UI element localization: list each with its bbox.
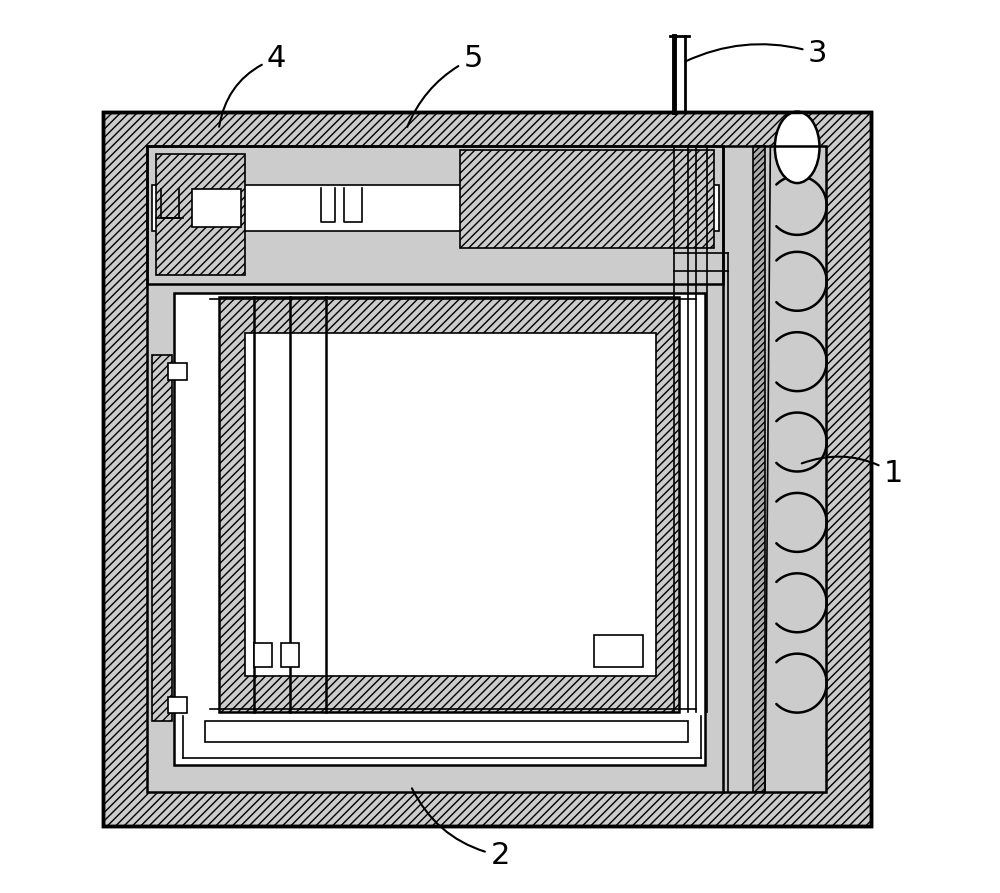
Bar [281, 643, 299, 667]
Bar [103, 112, 871, 826]
Bar [168, 363, 187, 380]
Bar [103, 112, 871, 826]
Bar [152, 355, 172, 721]
Bar [174, 293, 705, 765]
Bar [168, 697, 187, 713]
Ellipse shape [775, 112, 820, 183]
Bar [147, 146, 723, 284]
Bar [192, 189, 241, 227]
Bar [152, 185, 719, 231]
Text: 5: 5 [407, 44, 483, 127]
Bar [147, 284, 723, 792]
Bar [460, 150, 714, 248]
Bar [147, 146, 826, 792]
Bar [245, 333, 656, 676]
Text: 1: 1 [802, 456, 903, 488]
Bar [156, 154, 245, 275]
Bar [723, 146, 826, 792]
Bar [753, 146, 765, 792]
Bar [594, 635, 643, 667]
Bar [219, 297, 679, 712]
Bar [205, 721, 688, 742]
Bar [147, 146, 723, 284]
Bar [254, 643, 272, 667]
Text: 3: 3 [686, 39, 828, 68]
Text: 4: 4 [219, 44, 286, 127]
Bar [147, 146, 826, 792]
Text: 2: 2 [412, 789, 510, 870]
